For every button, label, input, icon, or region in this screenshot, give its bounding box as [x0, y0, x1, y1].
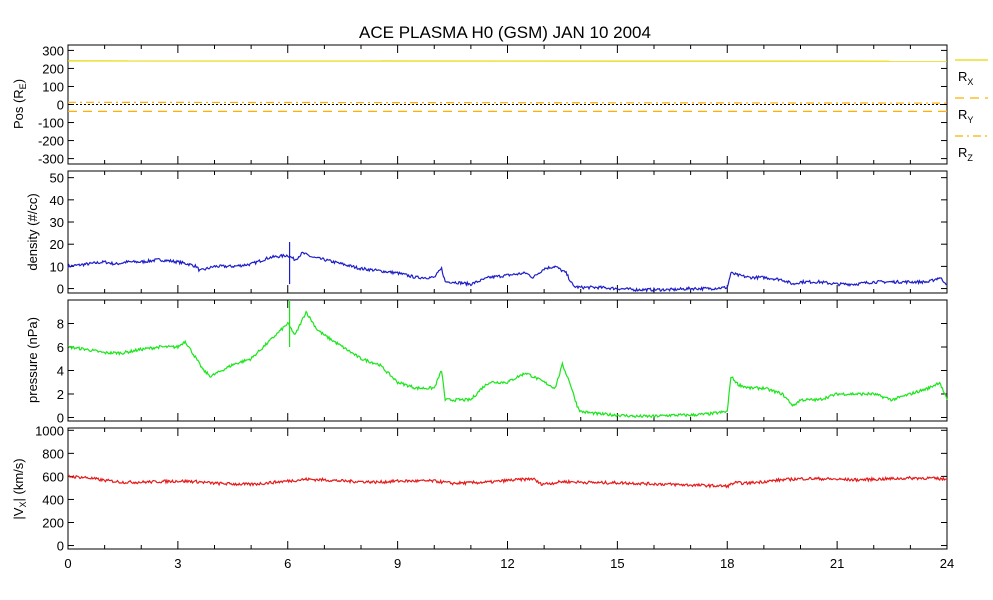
velocity-panel-frame	[67, 427, 948, 550]
y-tick-label: 200	[42, 61, 64, 76]
x-tick-label: 3	[174, 556, 181, 571]
density-panel: density (#/cc)	[25, 170, 948, 294]
y-tick-label: 10	[50, 259, 64, 274]
y-tick-label: 0	[57, 410, 64, 425]
y-tick-label: 200	[42, 515, 64, 530]
y-tick-label: 600	[42, 469, 64, 484]
series-line	[67, 310, 948, 419]
velocity-ylabel-end: | (km/s)	[11, 458, 26, 501]
series-line	[67, 101, 948, 104]
x-tick-label: 24	[940, 556, 954, 571]
position-ylabel-sub: E	[18, 83, 28, 89]
y-tick-label: -200	[38, 134, 64, 149]
x-tick-label: 0	[64, 556, 71, 571]
series-line	[67, 474, 948, 489]
position-legend: RX RY RZ	[955, 59, 988, 163]
svg-text:Pos (RE): Pos (RE)	[11, 79, 28, 129]
y-tick-label: 1000	[35, 423, 64, 438]
y-tick-label: 30	[50, 215, 64, 230]
y-tick-label: 0	[57, 539, 64, 554]
y-tick-label: 40	[50, 193, 64, 208]
density-y-axis-label: density (#/cc)	[25, 193, 40, 270]
x-tick-label: 9	[394, 556, 401, 571]
x-tick-label: 21	[830, 556, 844, 571]
y-tick-label: 0	[57, 282, 64, 297]
x-tick-label: 6	[284, 556, 291, 571]
pressure-panel-frame	[67, 299, 948, 422]
series-line	[67, 251, 948, 293]
position-y-axis-label: Pos (RE)	[11, 79, 28, 129]
pressure-y-axis-label: pressure (nPa)	[25, 317, 40, 403]
y-tick-label: 6	[57, 340, 64, 355]
legend-label: RY	[958, 107, 973, 125]
y-tick-label: 2	[57, 387, 64, 402]
x-axis: 0 3 6 9 12 15 18 21 24	[64, 556, 954, 571]
velocity-ylabel-main: |V	[11, 507, 26, 519]
y-tick-label: 50	[50, 171, 64, 186]
y-tick-label: 400	[42, 492, 64, 507]
legend-label: RX	[958, 69, 973, 87]
y-tick-label: 100	[42, 79, 64, 94]
y-tick-label: 8	[57, 316, 64, 331]
chart-title: ACE PLASMA H0 (GSM) JAN 10 2004	[359, 23, 651, 42]
chart-marks: -300 -200 -100 0 100 200 300 0 10 20 30 40 50 0 2 4 6 8 0 2…	[35, 43, 948, 554]
x-tick-label: 18	[720, 556, 734, 571]
x-tick-label: 12	[500, 556, 514, 571]
x-tick-label: 15	[610, 556, 624, 571]
y-tick-label: 4	[57, 363, 64, 378]
pressure-panel: pressure (nPa)	[25, 299, 948, 422]
y-tick-label: -300	[38, 152, 64, 167]
legend-label: RZ	[958, 145, 973, 163]
position-ylabel-end: )	[11, 79, 26, 83]
y-tick-label: 20	[50, 237, 64, 252]
position-ylabel-main: Pos (R	[11, 89, 26, 129]
y-tick-label: 800	[42, 446, 64, 461]
position-panel-frame	[67, 44, 948, 165]
y-tick-label: 0	[57, 98, 64, 113]
y-tick-label: 300	[42, 43, 64, 58]
velocity-panel: |VX| (km/s)	[11, 427, 948, 550]
velocity-ylabel-sub: X	[18, 502, 28, 508]
svg-text:|VX| (km/s): |VX| (km/s)	[11, 458, 28, 519]
velocity-y-axis-label: |VX| (km/s)	[11, 458, 28, 519]
y-tick-label: -100	[38, 116, 64, 131]
